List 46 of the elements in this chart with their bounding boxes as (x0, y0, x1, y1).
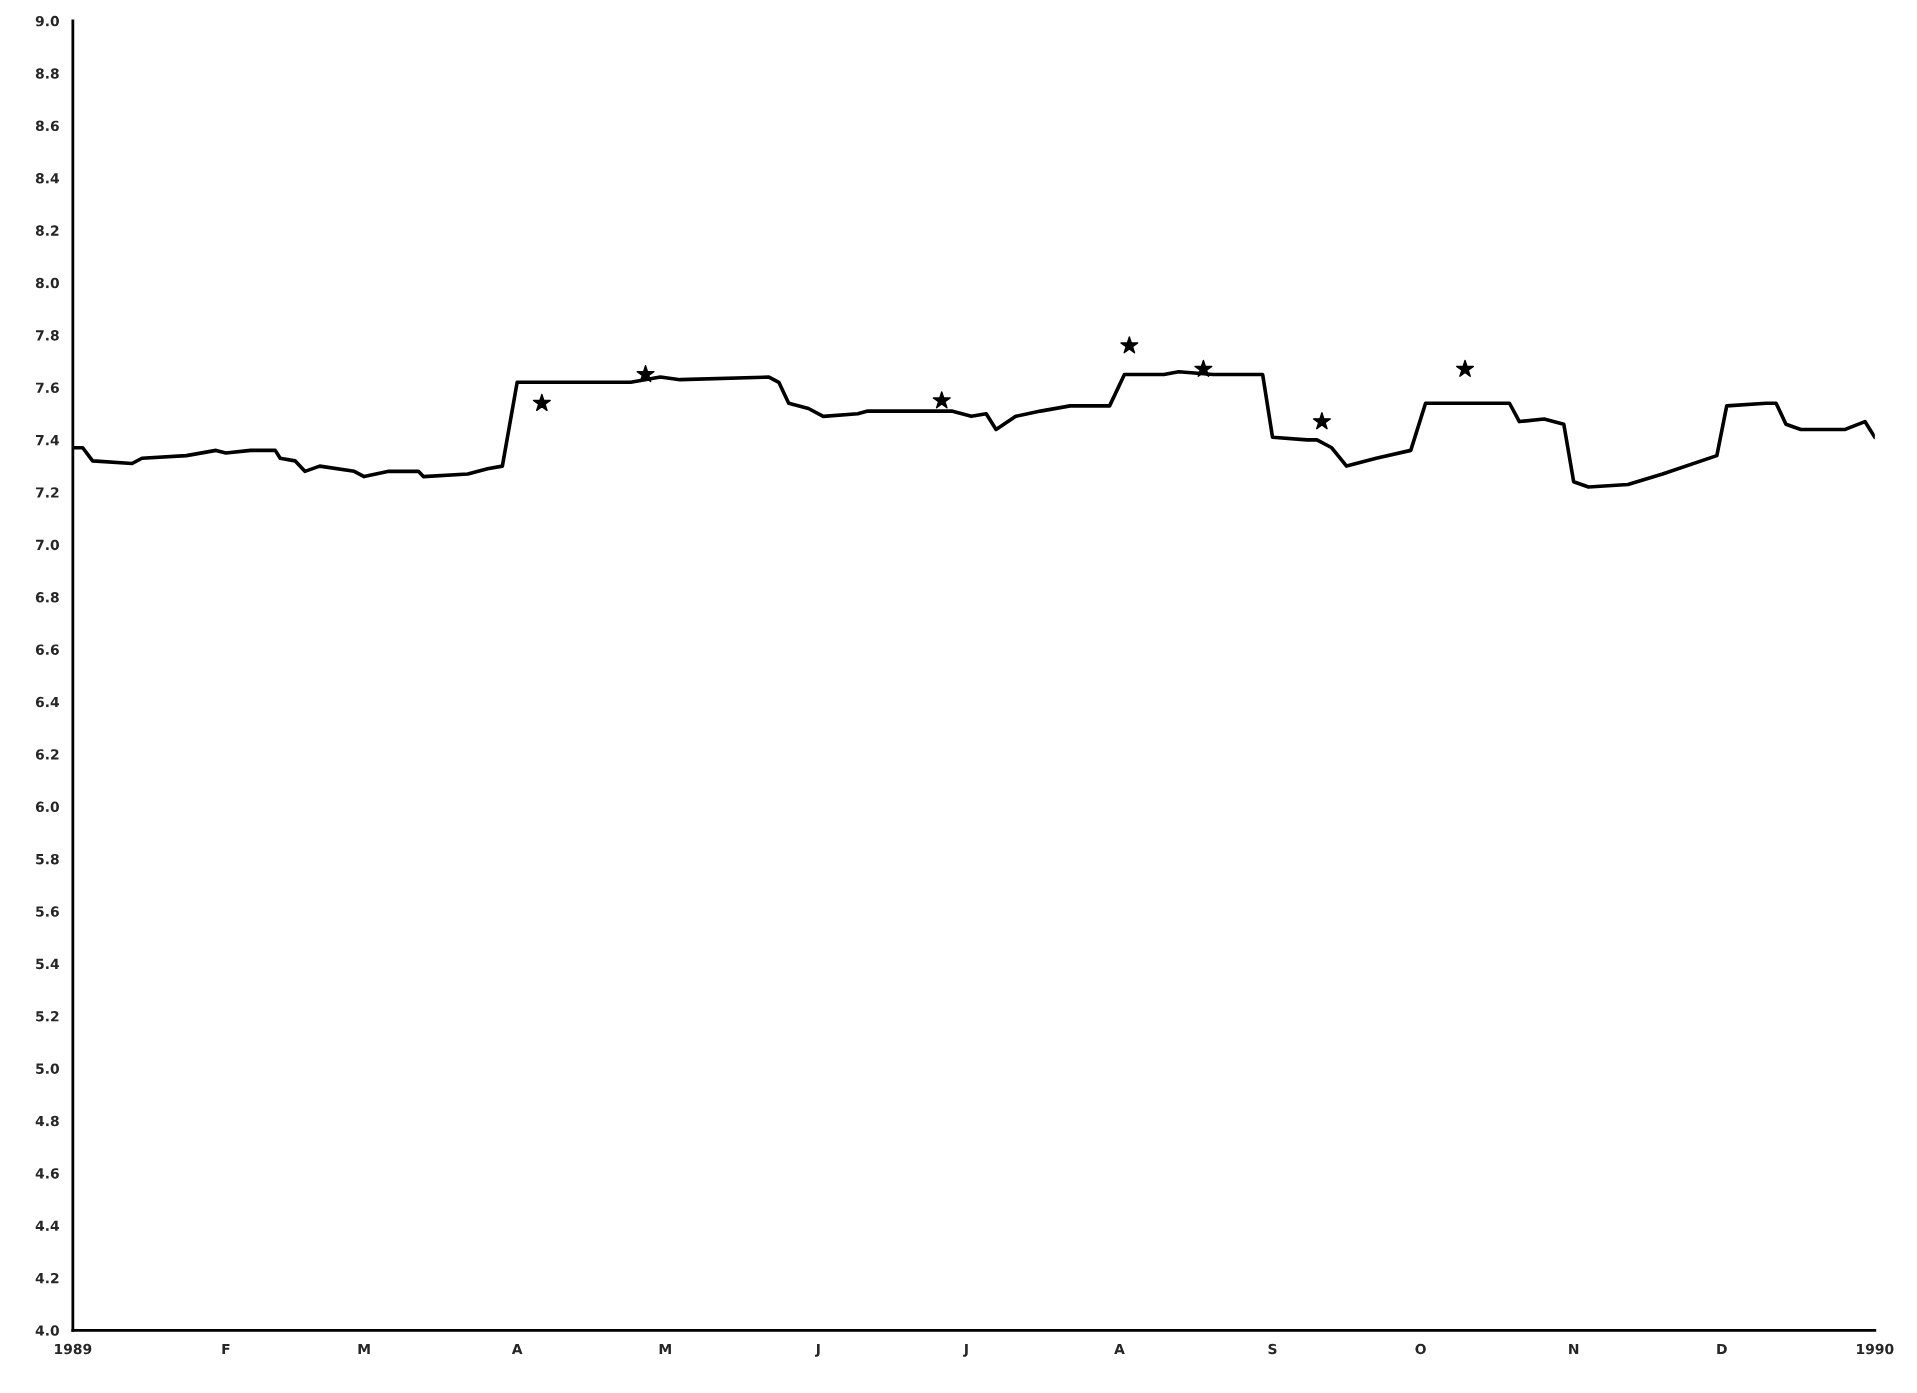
y-tick-label: 8.8 (35, 68, 59, 79)
point (1120, 336, 1139, 354)
y-tick-label: 4.0 (35, 1325, 59, 1336)
x-tick-label: M (358, 1343, 370, 1355)
y-tick-label: 7.4 (35, 435, 60, 446)
y-tick-label: 5.8 (36, 853, 59, 865)
x-tick-label: O (1415, 1343, 1426, 1355)
point (1312, 412, 1331, 430)
x-tick-label: J (963, 1343, 968, 1357)
x-tick-label: D (1717, 1343, 1727, 1355)
y-tick-label: 8.4 (35, 172, 60, 184)
x-tick-label: J (814, 1343, 820, 1357)
x-tick-label: M (659, 1343, 671, 1355)
x-tick-label: S (1268, 1343, 1277, 1355)
point (532, 393, 551, 412)
x-tick-label: 1990 (1857, 1343, 1894, 1355)
y-tick-label: 4.6 (35, 1168, 59, 1179)
y-tick-label: 6.8 (35, 592, 59, 603)
y-tick-label: 9.0 (35, 15, 59, 27)
y-tick-label: 5.0 (36, 1063, 59, 1074)
x-tick-label: F (222, 1343, 230, 1355)
x-tick-label: N (1569, 1343, 1579, 1355)
y-tick-label: 4.2 (35, 1272, 59, 1284)
y-tick-label: 5.4 (36, 958, 60, 970)
y-tick-label: 6.0 (35, 801, 59, 813)
y-tick-label: 8.0 (35, 277, 59, 289)
y-tick-label: 8.6 (35, 120, 59, 132)
y-tick-label: 6.6 (35, 644, 59, 655)
point (636, 364, 655, 383)
y-tick-label: 6.4 (35, 696, 60, 708)
y-tick-label: 7.6 (35, 382, 59, 394)
x-tick-label: 1989 (55, 1343, 92, 1355)
x-tick-label: A (1114, 1343, 1125, 1355)
point (1456, 359, 1475, 378)
y-tick-label: 5.2 (36, 1011, 59, 1022)
point (1194, 359, 1213, 378)
y-tick-label: 8.2 (35, 225, 59, 236)
y-tick-label: 4.4 (35, 1220, 60, 1231)
y-tick-label: 7.0 (35, 539, 59, 551)
y-tick-label: 4.8 (35, 1115, 59, 1127)
point (932, 391, 951, 409)
y-tick-label: 6.2 (35, 749, 59, 760)
y-tick-label: 7.8 (35, 330, 59, 341)
y-tick-label: 5.6 (36, 906, 59, 917)
y-tick-label: 7.2 (35, 487, 59, 498)
x-tick-label: A (511, 1343, 523, 1355)
